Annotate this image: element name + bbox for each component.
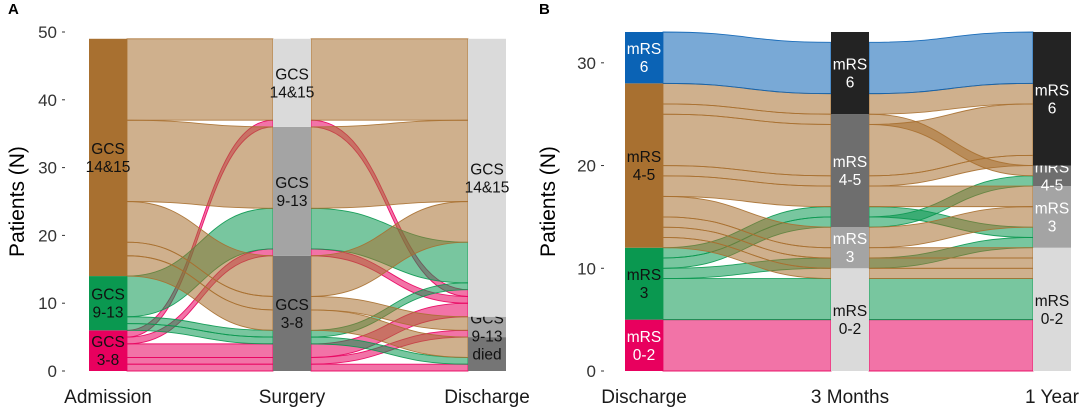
panel-b-discharge-mrs-3-label: mRS [627,267,661,284]
panel-a-discharge-gcs-14and15-stratum [468,38,506,317]
panel-b-x-category-label: 3 Months [811,387,889,408]
panel-b-3-months-mrs-6-label: mRS [833,57,867,74]
panel-a-admission-gcs-14and15-label: 14&15 [86,159,131,176]
panel-b-1-year-mrs-0-2-label: mRS [1035,293,1069,310]
panel-b-1-year-mrs-3-label: mRS [1035,200,1069,217]
panel-b-y-tick-label: 10 [577,259,596,278]
panel-a-admission-gcs-9-13-label: GCS [91,287,125,304]
panel-a-letter: A [8,1,19,18]
panel-a-y-tick-label: 20 [38,226,57,245]
panel-b-3-months-mrs-6-stratum [831,32,869,115]
panel-b-1-year-mrs-4-5-stratum [1033,165,1071,187]
panel-b-discharge-mrs-3-label: 3 [640,285,649,302]
panel-b-3-months-mrs-4-5-label: 4-5 [839,172,861,189]
panel-b-1-year-mrs-3-stratum [1033,186,1071,248]
panel-b-3-months-mrs-4-5-stratum [831,114,869,228]
panel-b-3-months-mrs-0-2-label: mRS [833,303,867,320]
panel-b-y-tick-label: 30 [577,54,596,73]
panel-a-x-category-label: Admission [64,387,152,408]
panel-b-3-months-mrs-3-label: mRS [833,231,867,248]
panel-a-surgery-gcs-9-13-stratum [273,126,311,256]
panel-b-3-months-mrs-6-label: 6 [846,75,855,92]
panel-a-discharge-gcs-9-13-label: 9-13 [471,328,502,345]
panel-b-1-year-mrs-0-2-stratum [1033,247,1071,371]
panel-b-discharge-mrs-0-2-label: mRS [627,329,661,346]
panel-a-surgery-gcs-9-13-label: 9-13 [276,193,307,210]
panel-a-x-category-label: Discharge [444,387,530,408]
panel-a-discharge-gcs-9-13-stratum [468,316,506,338]
panel-b-discharge-mrs-6-label: mRS [627,41,661,58]
panel-b-discharge-mrs-4-5-stratum [625,83,663,248]
panel-b-1-year-mrs-6-label: mRS [1035,82,1069,99]
panel-b-discharge-mrs-3-stratum [625,247,663,320]
panel-b-discharge-mrs-4-5-label: mRS [627,149,661,166]
panel-a-admission-gcs-9-13-label: 9-13 [92,305,123,322]
panel-b-y-tick-label: 20 [577,157,596,176]
panel-a-admission-gcs-14and15-stratum [89,38,127,277]
panel-a-surgery-gcs-3-8-label: 3-8 [281,315,303,332]
panel-b-1-year-mrs-6-stratum [1033,32,1071,166]
panel-b-flows [662,31,1034,372]
panel-a-y-axis-title: Patients (N) [6,146,29,257]
panel-a-admission-gcs-14and15-label: GCS [91,141,125,158]
panel-b-3-months-mrs-3-stratum [831,227,869,269]
panel-b-1-year-mrs-4-5-label: 4-5 [1041,177,1063,194]
panel-a-surgery-gcs-3-8-label: GCS [275,297,309,314]
panel-a-surgery-gcs-14and15-label: GCS [275,66,309,83]
panel-b-letter: B [539,1,550,18]
panel-a-x-category-label: Surgery [259,387,326,408]
panel-b-1-year-mrs-3-label: 3 [1048,218,1057,235]
panel-a-surgery-gcs-9-13-label: GCS [275,175,309,192]
panel-b-discharge-mrs-6-stratum [625,32,663,84]
panel-b-x-category-label: 1 Year [1025,387,1080,408]
panel-b-discharge-mrs-0-2-label: 0-2 [633,347,655,364]
panel-a-discharge-died-label: died [472,347,501,364]
panel-b-3-months-mrs-4-5-label: mRS [833,154,867,171]
panel-b-1-year-mrs-6-label: 6 [1048,100,1057,117]
panel-a-discharge-gcs-14and15-label: 14&15 [465,179,510,196]
panel-b-3-months-mrs-3-label: 3 [846,249,855,266]
panel-a-discharge-gcs-14and15-label: GCS [470,161,504,178]
panel-a-admission-gcs-3-8-label: GCS [91,334,125,351]
panel-a-surgery-gcs-14and15-label: 14&15 [270,84,315,101]
panel-b-y-tick-label: 0 [587,362,596,381]
panel-a-y-tick-label: 40 [38,91,57,110]
panel-a-admission-gcs-3-8-label: 3-8 [97,352,119,369]
panel-b-discharge-mrs-0-2-stratum [625,319,663,371]
panel-b-y-axis-title: Patients (N) [537,146,560,257]
panel-a-admission-gcs-3-8-stratum [89,330,127,371]
panel-a-y-tick-label: 10 [38,294,57,313]
panel-a-y-tick-label: 50 [38,23,57,42]
panel-a-surgery-gcs-3-8-stratum [273,255,311,371]
panel-b-discharge-mrs-6-label: 6 [640,59,649,76]
panel-a-y-tick-label: 30 [38,159,57,178]
panel-a-y-tick-label: 0 [48,362,57,381]
panel-b-discharge-mrs-4-5-label: 4-5 [633,167,655,184]
panel-b-3-months-mrs-0-2-stratum [831,268,869,371]
panel-a-admission-gcs-9-13-stratum [89,276,127,331]
panel-b-x-category-label: Discharge [601,387,687,408]
panel-b-3-months-mrs-0-2-label: 0-2 [839,321,861,338]
panel-a-flows [126,38,469,372]
panel-a-discharge-died-stratum [468,337,506,371]
panel-b-1-year-mrs-0-2-label: 0-2 [1041,311,1063,328]
panel-a-surgery-gcs-14and15-stratum [273,38,311,127]
